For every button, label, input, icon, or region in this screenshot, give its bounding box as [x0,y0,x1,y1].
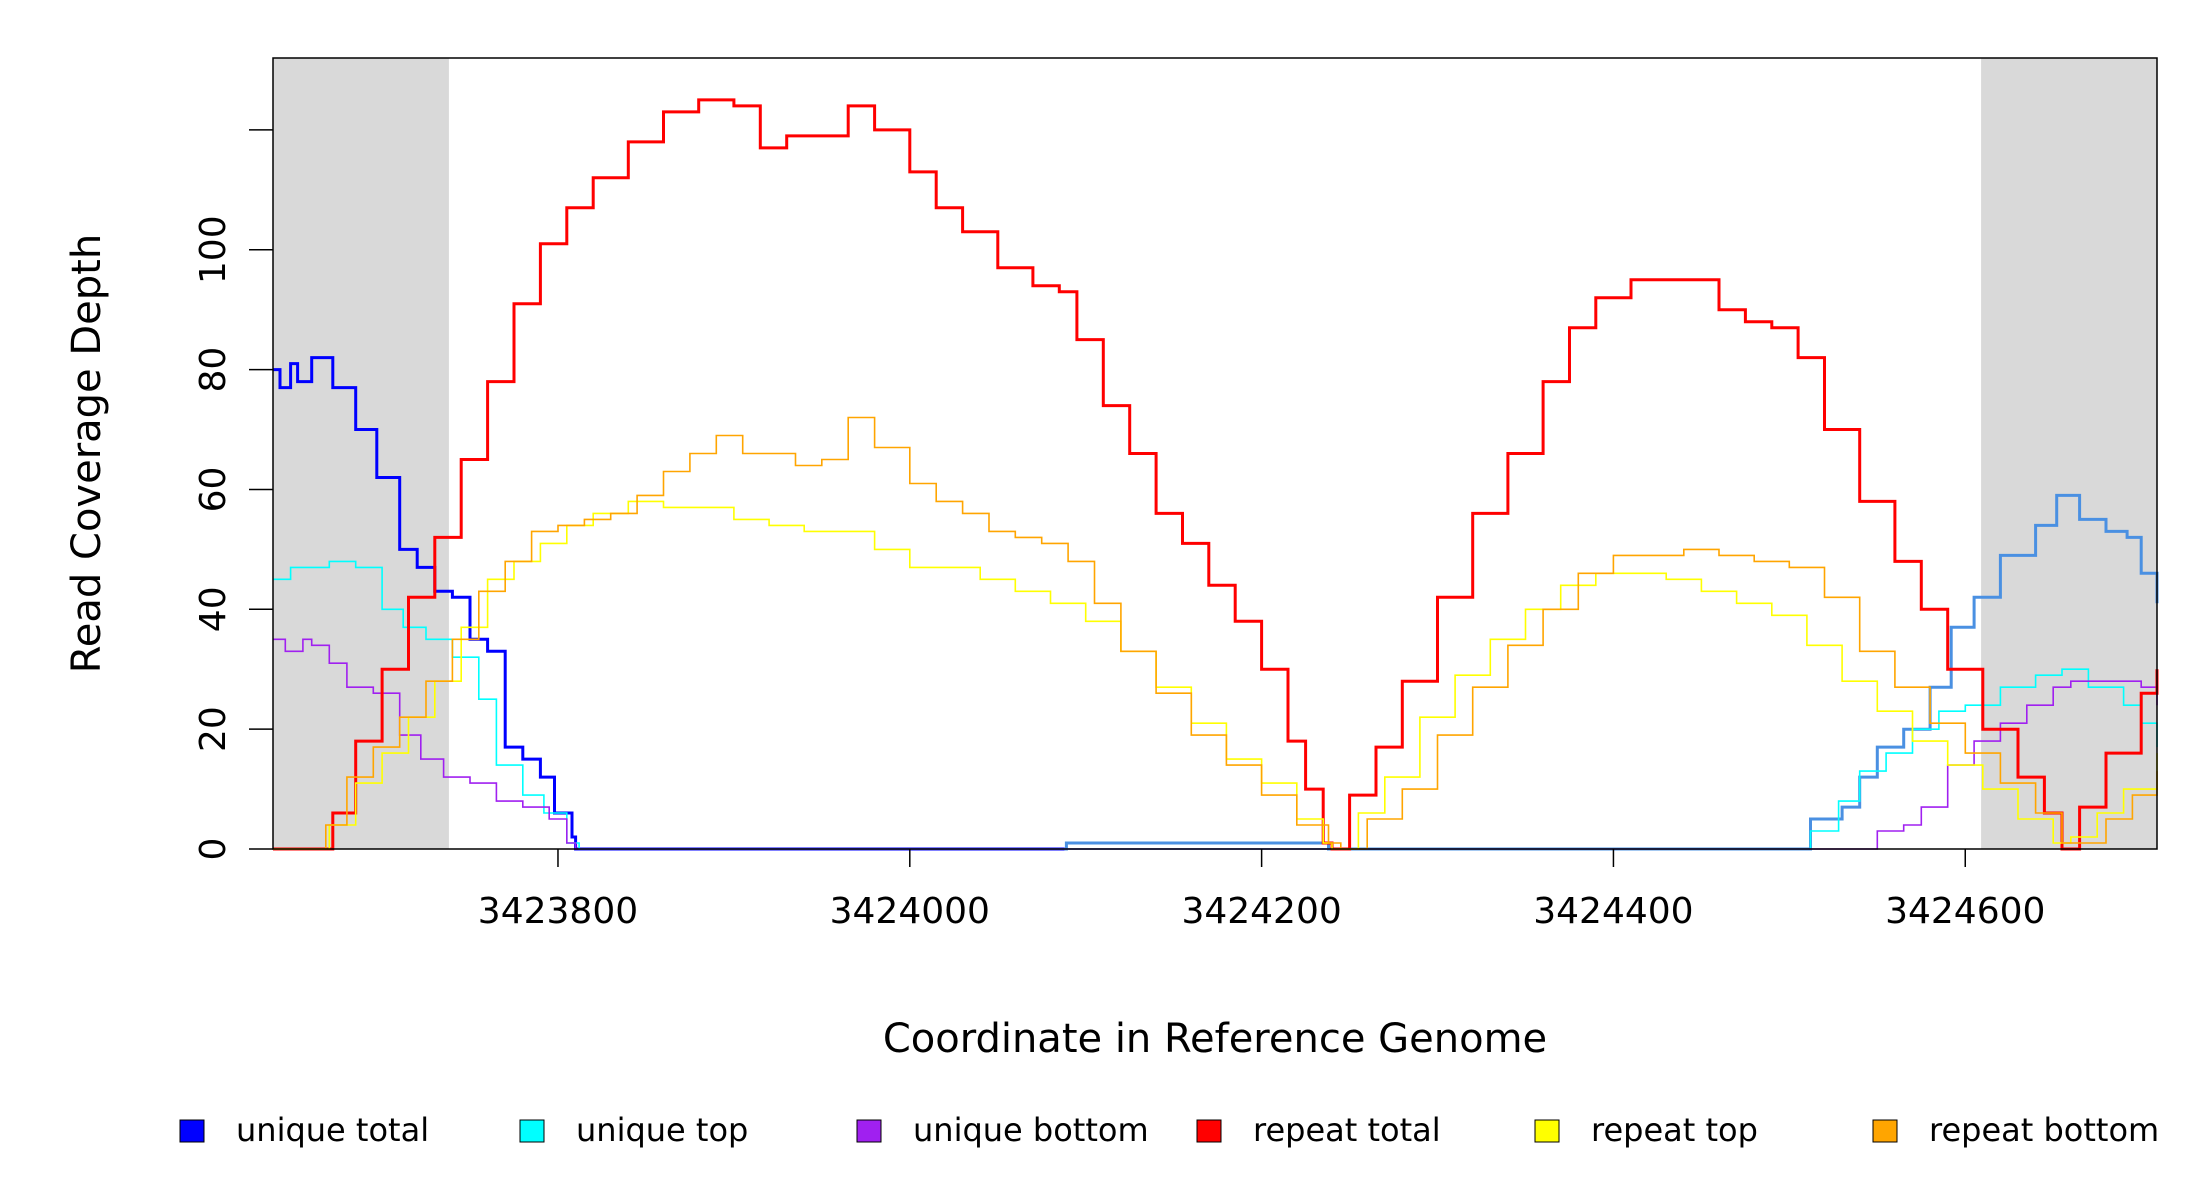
series-lines [273,98,2159,851]
shaded-regions [273,58,2157,849]
series-line-unique-bottom-4 [273,638,2158,850]
x-tick-label-3424400: 3424400 [1533,891,1693,932]
y-tick-label-60: 60 [193,467,234,513]
legend-label-repeat-total: repeat total [1253,1111,1441,1149]
legend-swatch-repeat-top [1534,1119,1560,1143]
y-tick-label-20: 20 [193,706,234,752]
legend-label-repeat-bottom: repeat bottom [1929,1111,2159,1149]
legend-swatch-unique-top [519,1119,545,1143]
series-line-repeat-total-5 [273,98,2159,851]
x-tick-label-3424000: 3424000 [830,891,990,932]
axes: 3423800 3424000 3424200 3424400 3424600 0 20 40… [193,129,2045,932]
legend-label-unique-top: unique top [576,1111,748,1149]
series-line-repeat-bottom-7 [273,416,2158,850]
shaded-region-2 [1981,58,2157,849]
y-tick-label-80: 80 [193,347,234,393]
y-tick-label-40: 40 [193,586,234,632]
shaded-region-1 [273,58,449,849]
legend-label-repeat-top: repeat top [1591,1111,1758,1149]
legend-swatch-repeat-total [1196,1119,1222,1143]
y-tick-label-100: 100 [193,215,234,284]
y-tick-label-0: 0 [193,838,234,861]
legend: unique total unique top unique bottom repea… [179,1111,2159,1149]
x-tick-label-3423800: 3423800 [478,891,638,932]
legend-swatch-unique-bottom [856,1119,882,1143]
x-axis-title: Coordinate in Reference Genome [883,1016,1547,1062]
legend-label-unique-bottom: unique bottom [913,1111,1149,1149]
plot-frame [272,57,2158,850]
y-axis-title: Read Coverage Depth [64,234,110,673]
legend-swatch-unique-total [179,1119,205,1143]
x-tick-label-3424600: 3424600 [1885,891,2045,932]
series-line-repeat-top-6 [273,500,2158,850]
legend-swatch-repeat-bottom [1872,1119,1898,1143]
x-tick-label-3424200: 3424200 [1181,891,1341,932]
legend-label-unique-total: unique total [236,1111,429,1149]
